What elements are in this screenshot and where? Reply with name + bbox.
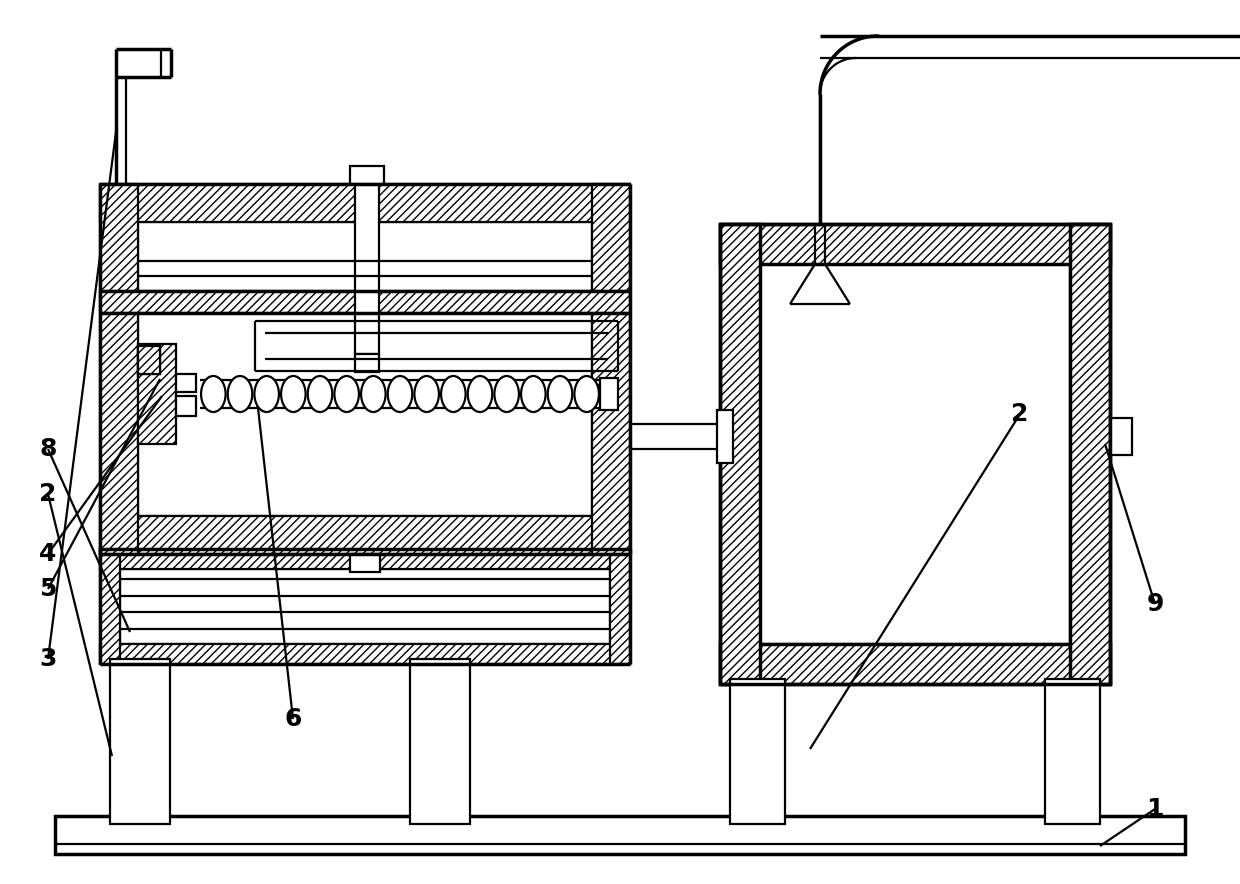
Bar xyxy=(355,354,379,372)
Bar xyxy=(760,264,1070,644)
Bar xyxy=(717,410,733,463)
Ellipse shape xyxy=(254,376,279,412)
Bar xyxy=(138,346,160,374)
Ellipse shape xyxy=(281,376,305,412)
Text: 1: 1 xyxy=(1146,797,1164,821)
Bar xyxy=(176,374,196,392)
Bar xyxy=(720,224,760,684)
Bar xyxy=(350,166,384,184)
Ellipse shape xyxy=(574,376,599,412)
Ellipse shape xyxy=(308,376,332,412)
Bar xyxy=(100,291,630,313)
Text: 2: 2 xyxy=(40,482,57,506)
Ellipse shape xyxy=(361,376,386,412)
Text: 8: 8 xyxy=(40,437,57,461)
Ellipse shape xyxy=(441,376,465,412)
Text: 9: 9 xyxy=(1146,592,1163,616)
Bar xyxy=(720,224,1110,264)
Bar xyxy=(1045,679,1100,824)
Bar xyxy=(120,569,610,644)
Bar xyxy=(720,644,1110,684)
Bar xyxy=(410,659,470,824)
Bar xyxy=(1110,418,1132,455)
Text: 2: 2 xyxy=(1012,402,1029,426)
Ellipse shape xyxy=(521,376,546,412)
Text: 5: 5 xyxy=(40,577,57,601)
Bar xyxy=(100,184,630,222)
Bar xyxy=(100,644,630,664)
Bar xyxy=(591,184,630,554)
Text: 3: 3 xyxy=(40,647,57,671)
Ellipse shape xyxy=(335,376,358,412)
Ellipse shape xyxy=(388,376,412,412)
Bar xyxy=(110,659,170,824)
Ellipse shape xyxy=(495,376,518,412)
Bar xyxy=(610,549,630,664)
Bar xyxy=(1070,224,1110,684)
Bar xyxy=(600,378,618,410)
Bar xyxy=(100,184,138,554)
Bar xyxy=(138,222,591,516)
Bar xyxy=(350,554,379,572)
Text: 4: 4 xyxy=(40,542,57,566)
Bar xyxy=(355,184,379,354)
Ellipse shape xyxy=(228,376,252,412)
Bar xyxy=(100,516,630,554)
Ellipse shape xyxy=(467,376,492,412)
Text: 6: 6 xyxy=(284,707,301,731)
Bar xyxy=(100,549,630,569)
Bar xyxy=(730,679,785,824)
Bar xyxy=(176,396,196,416)
Bar xyxy=(55,816,1185,854)
Ellipse shape xyxy=(548,376,573,412)
Bar xyxy=(138,344,176,444)
Bar xyxy=(100,549,120,664)
Bar xyxy=(138,346,160,374)
Ellipse shape xyxy=(201,376,226,412)
Ellipse shape xyxy=(414,376,439,412)
